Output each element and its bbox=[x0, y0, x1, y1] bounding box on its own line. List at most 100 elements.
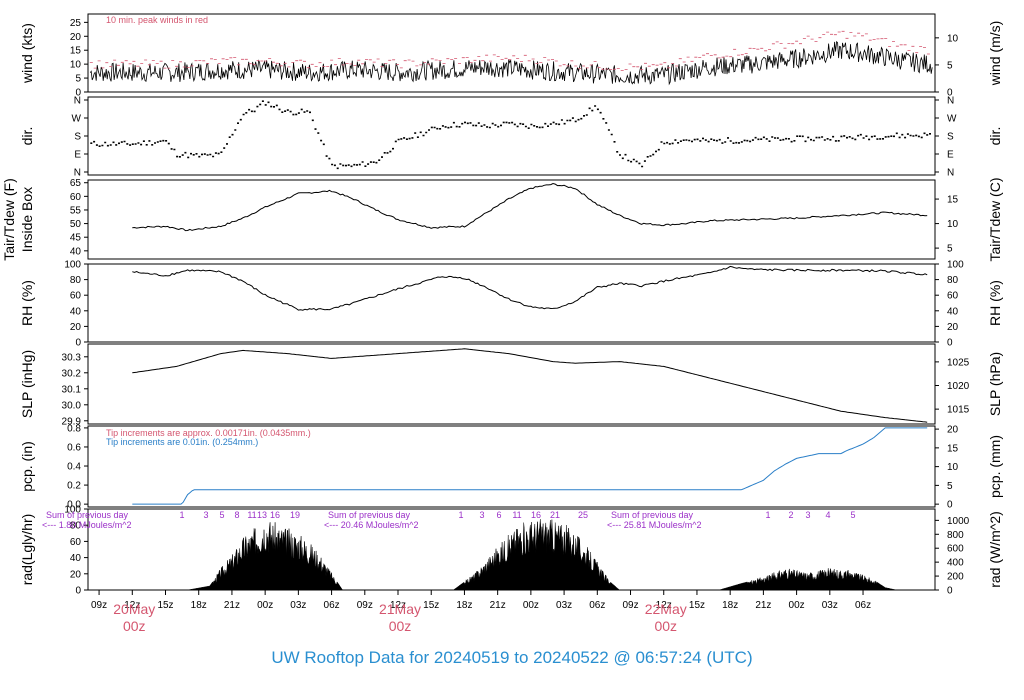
y-tick-label-right: 20 bbox=[947, 425, 959, 436]
wind-speed-trace bbox=[89, 40, 933, 86]
x-tick-label: 00z bbox=[789, 600, 805, 611]
y-tick-label-right: 400 bbox=[947, 558, 964, 569]
y-axis-title: SLP (inHg) bbox=[19, 350, 35, 418]
day-zulu-label: 00z bbox=[654, 618, 677, 634]
day-label: 22May bbox=[645, 601, 687, 617]
day-label: 20May bbox=[113, 601, 155, 617]
y-axis-title-right: dir. bbox=[987, 127, 1003, 146]
x-tick-label: 21z bbox=[224, 600, 240, 611]
y-tick-label-right: 60 bbox=[947, 291, 959, 302]
y-tick-label: 0.8 bbox=[67, 423, 81, 434]
y-tick-label: W bbox=[72, 114, 82, 125]
x-tick-label: 15z bbox=[423, 600, 439, 611]
y-tick-label-right: 40 bbox=[947, 306, 959, 317]
radiation-note-title: Sum of previous day bbox=[611, 510, 694, 520]
chart-caption: UW Rooftop Data for 20240519 to 20240522… bbox=[271, 648, 753, 667]
y-axis-title: Tair/Tdew (F) bbox=[1, 178, 17, 260]
x-tick-label: 12z bbox=[124, 600, 140, 611]
radiation-note-value: <--- 20.46 MJoules/m^2 bbox=[324, 520, 419, 530]
x-tick-label: 21z bbox=[490, 600, 506, 611]
x-tick-label: 00z bbox=[523, 600, 539, 611]
y-tick-label: 80 bbox=[70, 275, 82, 286]
y-axis-title: pcp. (in) bbox=[19, 441, 35, 492]
y-tick-label-right: 80 bbox=[947, 275, 959, 286]
radiation-hour-mark: 1 bbox=[765, 510, 770, 520]
day-zulu-label: 00z bbox=[123, 618, 146, 634]
y-axis-title: wind (kts) bbox=[19, 23, 35, 84]
y-tick-label: 30.2 bbox=[62, 368, 82, 379]
y-tick-label-right: 0 bbox=[947, 88, 953, 99]
y-tick-label: 20 bbox=[70, 32, 82, 43]
radiation-hour-mark: 1 bbox=[458, 510, 463, 520]
y-tick-label-right: N bbox=[947, 168, 954, 179]
y-tick-label: 0 bbox=[75, 88, 81, 99]
y-tick-label: 30.0 bbox=[62, 400, 82, 411]
wind-direction-points bbox=[90, 100, 931, 170]
x-tick-label: 21z bbox=[755, 600, 771, 611]
x-tick-label: 06z bbox=[589, 600, 605, 611]
y-tick-label-right: E bbox=[947, 150, 954, 161]
y-tick-label: 30.1 bbox=[62, 384, 82, 395]
y-tick-label: 40 bbox=[70, 553, 82, 564]
y-tick-label: 40 bbox=[70, 246, 82, 257]
series-line bbox=[132, 348, 928, 423]
radiation-hour-mark: 16 bbox=[531, 510, 541, 520]
y-tick-label-right: 0 bbox=[947, 338, 953, 349]
x-tick-label: 18z bbox=[456, 600, 472, 611]
y-tick-label-right: 600 bbox=[947, 544, 964, 555]
y-tick-label: 60 bbox=[70, 192, 82, 203]
y-tick-label: 20 bbox=[70, 322, 82, 333]
y-axis-title-right: Tair/Tdew (C) bbox=[987, 177, 1003, 261]
y-tick-label-right: W bbox=[947, 114, 957, 125]
x-tick-label: 15z bbox=[157, 600, 173, 611]
y-tick-label: 65 bbox=[70, 178, 82, 189]
y-tick-label-right: 1000 bbox=[947, 516, 970, 527]
x-tick-label: 03z bbox=[822, 600, 838, 611]
radiation-hour-mark: 3 bbox=[805, 510, 810, 520]
panel-frame bbox=[87, 343, 936, 425]
y-tick-label: 100 bbox=[64, 505, 81, 516]
y-axis-title-right: SLP (hPa) bbox=[987, 352, 1003, 416]
radiation-hour-mark: 4 bbox=[825, 510, 830, 520]
radiation-hour-mark: 5 bbox=[850, 510, 855, 520]
panel-frame bbox=[87, 263, 936, 343]
x-tick-label: 15z bbox=[689, 600, 705, 611]
y-axis-title: RH (%) bbox=[19, 280, 35, 326]
y-tick-label: 30.3 bbox=[62, 352, 82, 363]
radiation-hour-mark: 21 bbox=[550, 510, 560, 520]
y-tick-label-right: 100 bbox=[947, 260, 964, 271]
day-label: 21May bbox=[379, 601, 421, 617]
series-line bbox=[132, 265, 928, 311]
radiation-area bbox=[187, 519, 897, 591]
x-tick-label: 03z bbox=[290, 600, 306, 611]
y-tick-label-right: 1015 bbox=[947, 405, 970, 416]
y-tick-label: 0.0 bbox=[67, 500, 81, 511]
radiation-hour-mark: 3 bbox=[479, 510, 484, 520]
y-tick-label: 45 bbox=[70, 233, 82, 244]
panel-frame bbox=[87, 96, 936, 176]
y-tick-label: 10 bbox=[70, 60, 82, 71]
y-tick-label: 0.2 bbox=[67, 481, 81, 492]
y-tick-label: 25 bbox=[70, 18, 82, 29]
y-tick-label: 0 bbox=[75, 586, 81, 597]
y-tick-label: 0 bbox=[75, 338, 81, 349]
radiation-hour-mark: 25 bbox=[578, 510, 588, 520]
y-tick-label-right: 0 bbox=[947, 500, 953, 511]
radiation-hour-mark: 19 bbox=[290, 510, 300, 520]
y-axis-title-right: RH (%) bbox=[987, 280, 1003, 326]
y-tick-label-right: 10 bbox=[947, 219, 959, 230]
y-tick-label-right: 1020 bbox=[947, 381, 970, 392]
y-tick-label: 55 bbox=[70, 205, 82, 216]
x-tick-label: 09z bbox=[357, 600, 373, 611]
x-tick-label: 03z bbox=[556, 600, 572, 611]
y-tick-label-right: N bbox=[947, 96, 954, 107]
y-axis-title: rad(Lgly/hr) bbox=[19, 514, 35, 586]
y-tick-label-right: 1025 bbox=[947, 357, 970, 368]
y-tick-label-right: 5 bbox=[947, 481, 953, 492]
y-axis-title-right: pcp. (mm) bbox=[987, 435, 1003, 498]
y-tick-label: 20 bbox=[70, 569, 82, 580]
x-tick-label: 06z bbox=[855, 600, 871, 611]
y-axis-title-right: rad (W/m^2) bbox=[987, 511, 1003, 588]
radiation-note-value: <--- 25.81 MJoules/m^2 bbox=[607, 520, 702, 530]
